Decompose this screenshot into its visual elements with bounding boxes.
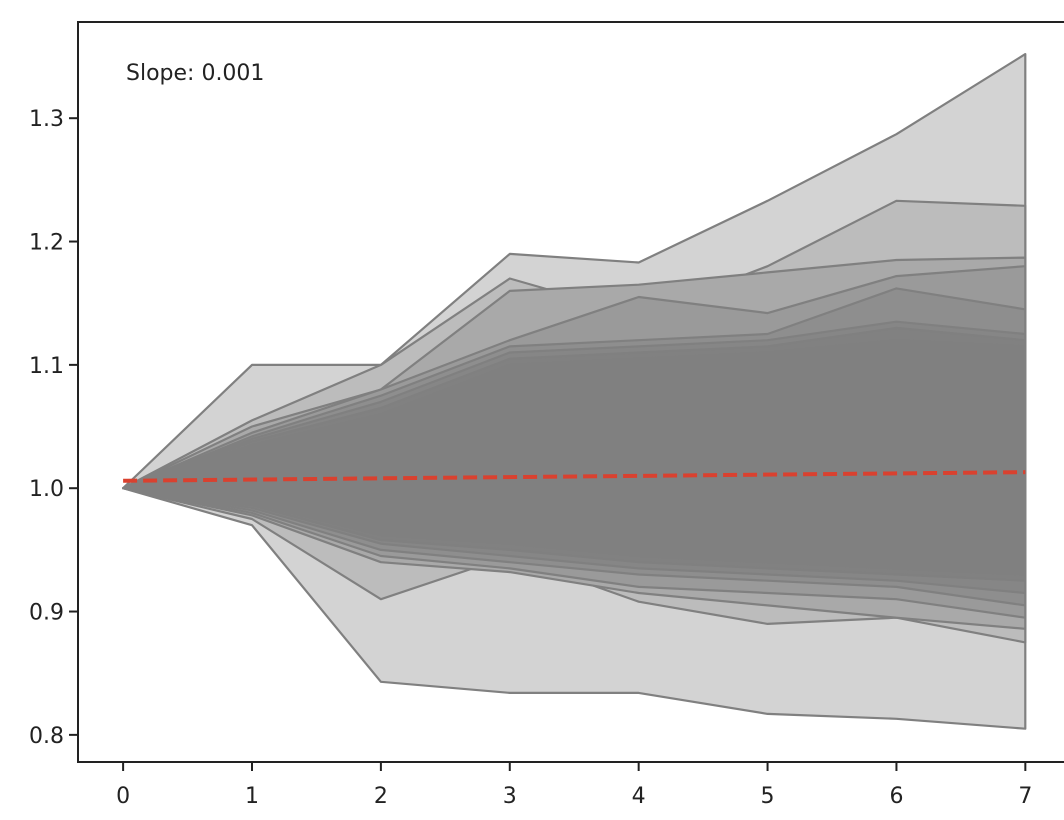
slope-annotation: Slope: 0.001 bbox=[126, 61, 264, 86]
y-tick-label: 0.8 bbox=[29, 724, 64, 749]
x-tick-label: 3 bbox=[503, 784, 517, 809]
y-tick-label: 1.2 bbox=[29, 231, 64, 256]
bands-layer bbox=[121, 52, 1027, 730]
x-tick-label: 1 bbox=[245, 784, 259, 809]
y-tick-label: 1.0 bbox=[29, 477, 64, 502]
x-tick-label: 0 bbox=[116, 784, 130, 809]
y-tick-label: 1.1 bbox=[29, 354, 64, 379]
x-tick-label: 7 bbox=[1018, 784, 1032, 809]
band-area bbox=[121, 339, 1027, 576]
trend-layer bbox=[123, 470, 1026, 483]
plot-frame bbox=[77, 21, 1064, 763]
axes-layer: 0 1 2 3 4 5 6 7 0.8 0.9 1.0 1.1 1.2 1.3 bbox=[29, 21, 1064, 809]
x-tick-label: 5 bbox=[761, 784, 775, 809]
y-tick-label: 1.3 bbox=[29, 107, 64, 132]
trend-line bbox=[123, 470, 1026, 483]
x-tick-label: 2 bbox=[374, 784, 388, 809]
x-tick-label: 6 bbox=[889, 784, 903, 809]
y-tick-label: 0.9 bbox=[29, 601, 64, 626]
x-tick-label: 4 bbox=[632, 784, 646, 809]
